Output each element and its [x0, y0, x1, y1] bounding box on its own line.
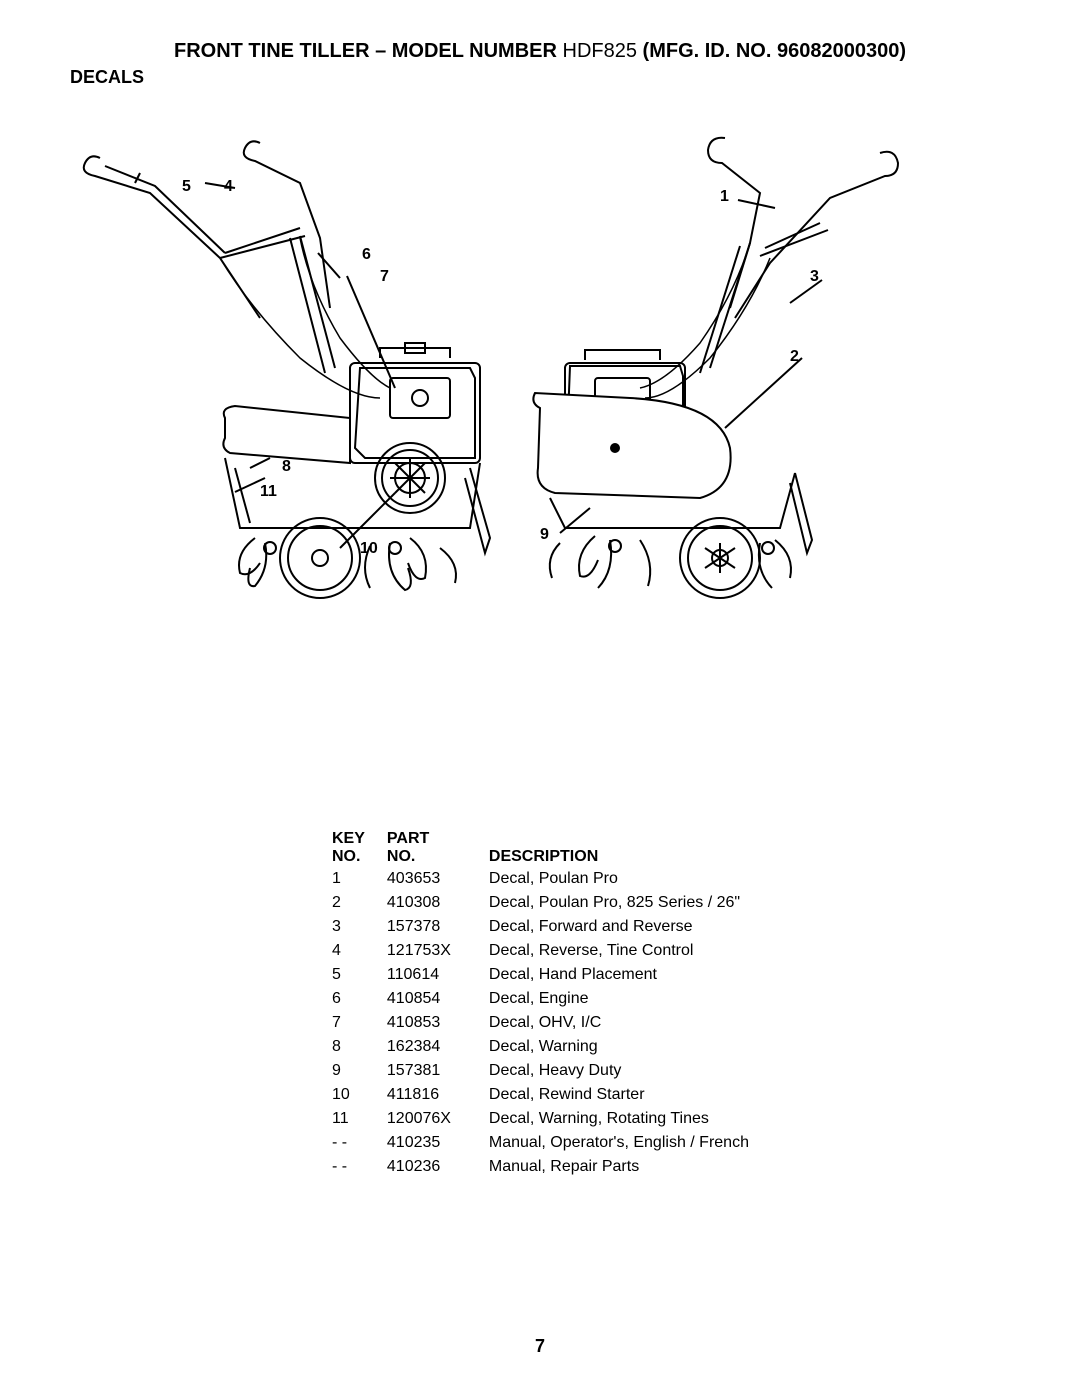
cell-desc: Decal, Poulan Pro, 825 Series / 26" — [489, 892, 769, 914]
cell-part: 162384 — [387, 1036, 487, 1058]
cell-part: 157378 — [387, 916, 487, 938]
table-row: 5110614Decal, Hand Placement — [332, 964, 769, 986]
cell-desc: Decal, Forward and Reverse — [489, 916, 769, 938]
table-row: 6410854Decal, Engine — [332, 988, 769, 1010]
cell-desc: Decal, Engine — [489, 988, 769, 1010]
section-subtitle: DECALS — [70, 67, 1010, 88]
parts-table: KEYNO. PARTNO. DESCRIPTION 1403653Decal,… — [330, 828, 771, 1180]
cell-desc: Manual, Repair Parts — [489, 1156, 769, 1178]
cell-desc: Decal, Reverse, Tine Control — [489, 940, 769, 962]
cell-key: 10 — [332, 1084, 385, 1106]
model-number: HDF825 — [563, 40, 637, 62]
cell-key: 11 — [332, 1108, 385, 1130]
cell-desc: Decal, OHV, I/C — [489, 1012, 769, 1034]
cell-key: 7 — [332, 1012, 385, 1034]
cell-desc: Decal, Rewind Starter — [489, 1084, 769, 1106]
callout-3: 3 — [810, 268, 819, 286]
table-row: 8162384Decal, Warning — [332, 1036, 769, 1058]
callout-4: 4 — [224, 178, 233, 196]
cell-part: 410853 — [387, 1012, 487, 1034]
cell-part: 121753X — [387, 940, 487, 962]
callout-2: 2 — [790, 348, 799, 366]
table-row: 2410308Decal, Poulan Pro, 825 Series / 2… — [332, 892, 769, 914]
cell-desc: Decal, Hand Placement — [489, 964, 769, 986]
cell-part: 110614 — [387, 964, 487, 986]
table-row: 11120076XDecal, Warning, Rotating Tines — [332, 1108, 769, 1130]
callout-8: 8 — [282, 458, 291, 476]
cell-part: 410308 — [387, 892, 487, 914]
callout-9: 9 — [540, 526, 549, 544]
cell-key: 2 — [332, 892, 385, 914]
cell-part: 403653 — [387, 868, 487, 890]
cell-desc: Decal, Warning, Rotating Tines — [489, 1108, 769, 1130]
cell-key: 5 — [332, 964, 385, 986]
cell-desc: Decal, Poulan Pro — [489, 868, 769, 890]
table-row: 1403653Decal, Poulan Pro — [332, 868, 769, 890]
table-row: - -410236Manual, Repair Parts — [332, 1156, 769, 1178]
table-row: 9157381Decal, Heavy Duty — [332, 1060, 769, 1082]
cell-key: - - — [332, 1156, 385, 1178]
cell-key: 3 — [332, 916, 385, 938]
header-desc: DESCRIPTION — [489, 830, 769, 866]
page-number: 7 — [0, 1336, 1080, 1357]
cell-part: 157381 — [387, 1060, 487, 1082]
callout-5: 5 — [182, 178, 191, 196]
cell-key: 9 — [332, 1060, 385, 1082]
cell-desc: Decal, Warning — [489, 1036, 769, 1058]
cell-key: 1 — [332, 868, 385, 890]
cell-key: 6 — [332, 988, 385, 1010]
diagram-container: 5 4 67 8 11 10 9 1 3 2 — [70, 108, 1010, 608]
page-header: FRONT TINE TILLER – MODEL NUMBER HDF825 … — [70, 40, 1010, 63]
callout-10: 10 — [360, 540, 378, 558]
callout-1: 1 — [720, 188, 729, 206]
cell-part: 410854 — [387, 988, 487, 1010]
cell-part: 410235 — [387, 1132, 487, 1154]
title-prefix: FRONT TINE TILLER – MODEL NUMBER — [174, 40, 563, 62]
cell-part: 120076X — [387, 1108, 487, 1130]
cell-desc: Manual, Operator's, English / French — [489, 1132, 769, 1154]
header-key: KEYNO. — [332, 830, 385, 866]
callout-7: 7 — [380, 268, 389, 286]
table-row: 7410853Decal, OHV, I/C — [332, 1012, 769, 1034]
table-row: 10411816Decal, Rewind Starter — [332, 1084, 769, 1106]
cell-desc: Decal, Heavy Duty — [489, 1060, 769, 1082]
callout-6: 6 — [362, 246, 371, 264]
cell-key: - - — [332, 1132, 385, 1154]
cell-part: 410236 — [387, 1156, 487, 1178]
cell-key: 4 — [332, 940, 385, 962]
title-suffix: (MFG. ID. NO. 96082000300) — [637, 40, 906, 62]
callout-11: 11 — [260, 483, 277, 501]
table-row: - -410235Manual, Operator's, English / F… — [332, 1132, 769, 1154]
table-row: 3157378Decal, Forward and Reverse — [332, 916, 769, 938]
cell-key: 8 — [332, 1036, 385, 1058]
header-part: PARTNO. — [387, 830, 487, 866]
parts-tbody: 1403653Decal, Poulan Pro2410308Decal, Po… — [332, 868, 769, 1178]
table-row: 4121753XDecal, Reverse, Tine Control — [332, 940, 769, 962]
cell-part: 411816 — [387, 1084, 487, 1106]
